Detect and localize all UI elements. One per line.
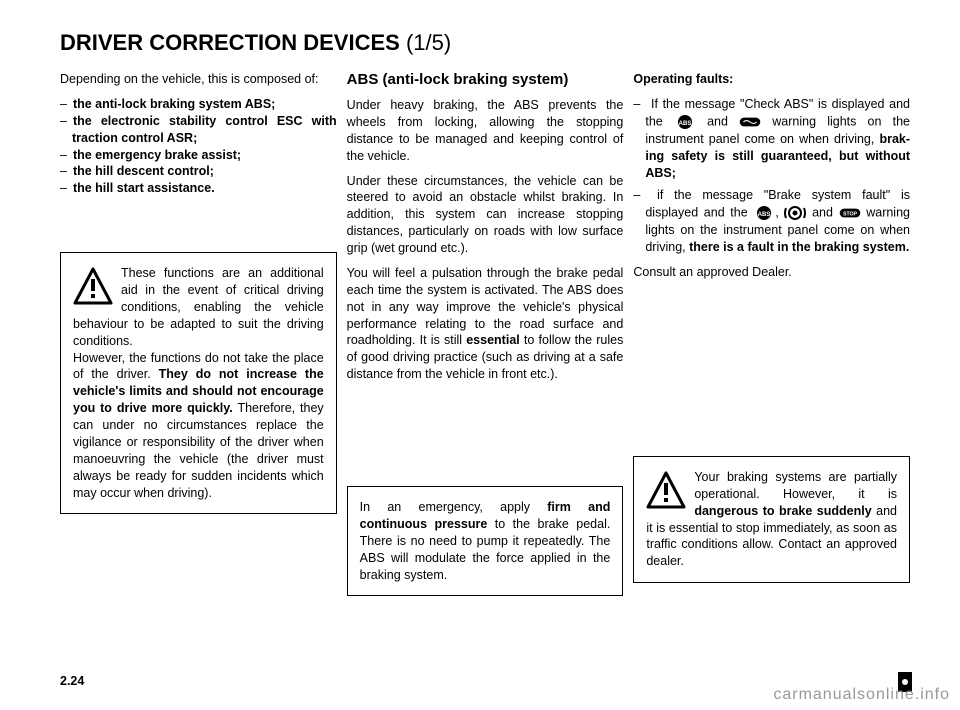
col1-intro: Depending on the vehicle, this is com­po… bbox=[60, 71, 337, 88]
warning-box-1: These functions are an ad­ditional aid i… bbox=[60, 252, 337, 514]
page-number: 2.24 bbox=[60, 674, 84, 688]
list-item: the emergency brake assist; bbox=[60, 147, 337, 164]
fault-item-1: If the message "Check ABS" is dis­played… bbox=[633, 96, 910, 182]
box2-text: In an emergency, apply firm and continuo… bbox=[360, 499, 611, 583]
list-item: the hill descent control; bbox=[60, 163, 337, 180]
info-box-2: In an emergency, apply firm and continuo… bbox=[347, 486, 624, 596]
warning-icon bbox=[646, 471, 686, 511]
svg-text:ABS: ABS bbox=[758, 212, 771, 218]
consult-text: Consult an approved Dealer. bbox=[633, 264, 910, 281]
brake-warn-icon bbox=[784, 204, 806, 222]
col2-heading: ABS (anti-lock braking system) bbox=[347, 71, 624, 89]
warning-box-3: Your braking systems are partially opera… bbox=[633, 456, 910, 583]
column-2: ABS (anti-lock braking system) Under hea… bbox=[347, 71, 624, 596]
list-item: the electronic stability control ESC wit… bbox=[60, 113, 337, 147]
service-light-icon bbox=[739, 113, 761, 131]
abs-light-icon: ABS bbox=[753, 204, 775, 222]
warning-icon bbox=[73, 267, 113, 307]
fault-item-2: if the message "Brake system fault" is d… bbox=[633, 187, 910, 256]
page-header: DRIVER CORRECTION DEVICES (1/5) bbox=[60, 30, 910, 56]
col1-list: the anti-lock braking system ABS; the el… bbox=[60, 96, 337, 197]
header-title: DRIVER CORRECTION DEVICES bbox=[60, 30, 400, 55]
header-counter: (1/5) bbox=[406, 30, 451, 55]
stop-light-icon: STOP bbox=[839, 204, 861, 222]
col3-heading: Operating faults: bbox=[633, 72, 733, 86]
list-item: the hill start assistance. bbox=[60, 180, 337, 197]
col2-p1: Under heavy braking, the ABS prevents th… bbox=[347, 97, 624, 165]
col2-p2: Under these circumstances, the vehi­cle … bbox=[347, 173, 624, 257]
svg-text:STOP: STOP bbox=[843, 212, 857, 218]
box1-p2: However, the functions do not take the p… bbox=[73, 350, 324, 502]
svg-text:ABS: ABS bbox=[679, 121, 692, 127]
column-1: Depending on the vehicle, this is com­po… bbox=[60, 71, 337, 596]
column-3: Operating faults: If the message "Check … bbox=[633, 71, 910, 596]
list-item: the anti-lock braking system ABS; bbox=[60, 96, 337, 113]
abs-light-icon: ABS bbox=[674, 113, 696, 131]
col2-p3: You will feel a pulsation through the br… bbox=[347, 265, 624, 383]
watermark: carmanualsonline.info bbox=[773, 686, 950, 704]
